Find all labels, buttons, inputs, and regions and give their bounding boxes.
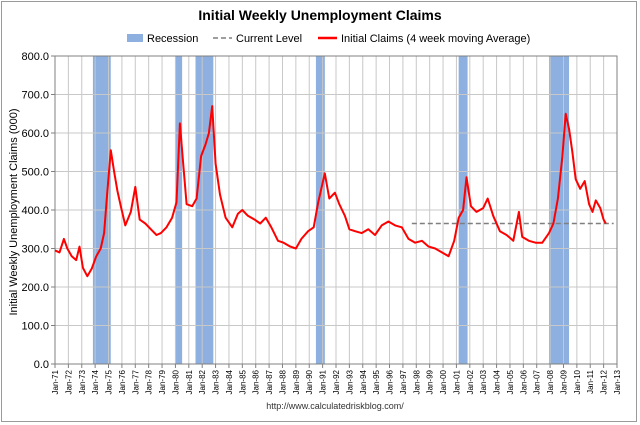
x-tick-label: Jan-12 [600, 369, 609, 394]
x-tick-label: Jan-92 [332, 369, 341, 394]
plot-area: Jan-71 Jan-72 Jan-73 Jan-74 Jan-75 Jan-76 Jan-… [21, 51, 622, 394]
initial-claims-line [54, 105, 607, 278]
legend-recession-swatch [127, 34, 143, 42]
x-tick-label: Jan-87 [265, 369, 274, 394]
x-tick-label: Jan-10 [573, 369, 582, 394]
legend-current-level-label: Current Level [236, 33, 302, 45]
y-tick-label: 300.0 [21, 244, 49, 256]
y-axis-label: Initial Weekly Unemployment Claims (000) [8, 108, 20, 315]
x-tick-label: Jan-06 [519, 369, 528, 394]
x-tick-label: Jan-73 [78, 369, 87, 394]
x-tick-label: Jan-81 [185, 369, 194, 394]
x-tick-label: Jan-91 [319, 369, 328, 394]
y-tick-label: 200.0 [21, 282, 49, 294]
x-tick-label: Jan-79 [158, 369, 167, 394]
x-tick-label: Jan-77 [131, 369, 140, 394]
x-tick-label: Jan-71 [51, 369, 60, 394]
x-tick-label: Jan-75 [105, 369, 114, 394]
x-tick-label: Jan-90 [305, 369, 314, 394]
x-tick-label: Jan-94 [359, 369, 368, 394]
x-tick-label: Jan-98 [412, 369, 421, 394]
x-tick-label: Jan-83 [212, 369, 221, 394]
x-tick-label: Jan-05 [506, 369, 515, 394]
x-tick-label: Jan-78 [145, 369, 154, 394]
y-tick-label: 800.0 [21, 51, 49, 63]
y-tick-label: 400.0 [21, 205, 49, 217]
x-tick-label: Jan-02 [466, 369, 475, 394]
legend-recession-label: Recession [147, 33, 198, 45]
x-tick-label: Jan-93 [345, 369, 354, 394]
plot-border [54, 55, 618, 365]
x-tick-label: Jan-99 [426, 369, 435, 394]
y-tick-label: 0.0 [34, 359, 49, 371]
x-tick-label: Jan-74 [91, 369, 100, 394]
x-tick-label: Jan-03 [479, 369, 488, 394]
x-tick-label: Jan-89 [292, 369, 301, 394]
legend: Recession Current Level Initial Claims (… [127, 33, 530, 45]
x-tick-label: Jan-09 [559, 369, 568, 394]
x-tick-label: Jan-96 [386, 369, 395, 394]
x-tick-label: Jan-07 [533, 369, 542, 394]
x-tick-label: Jan-80 [171, 369, 180, 394]
x-tick-label: Jan-84 [225, 369, 234, 394]
x-tick-label: Jan-08 [546, 369, 555, 394]
y-tick-label: 100.0 [21, 321, 49, 333]
x-tick-label: Jan-86 [252, 369, 261, 394]
legend-claims-label: Initial Claims (4 week moving Average) [341, 33, 530, 45]
source-url: http://www.calculatedriskblog.com/ [266, 401, 404, 411]
x-tick-label: Jan-01 [452, 369, 461, 394]
x-tick-label: Jan-04 [493, 369, 502, 394]
x-tick-label: Jan-88 [278, 369, 287, 394]
chart-title: Initial Weekly Unemployment Claims [198, 7, 441, 23]
x-tick-label: Jan-97 [399, 369, 408, 394]
y-tick-label: 500.0 [21, 167, 49, 179]
x-tick-label: Jan-00 [439, 369, 448, 394]
x-tick-label: Jan-95 [372, 369, 381, 394]
x-tick-label: Jan-72 [64, 369, 73, 394]
x-tick-label: Jan-76 [118, 369, 127, 394]
y-tick-label: 700.0 [21, 90, 49, 102]
x-tick-label: Jan-13 [613, 369, 622, 394]
x-tick-label: Jan-85 [238, 369, 247, 394]
y-tick-label: 600.0 [21, 128, 49, 140]
x-tick-label: Jan-11 [586, 369, 595, 393]
x-tick-label: Jan-82 [198, 369, 207, 394]
